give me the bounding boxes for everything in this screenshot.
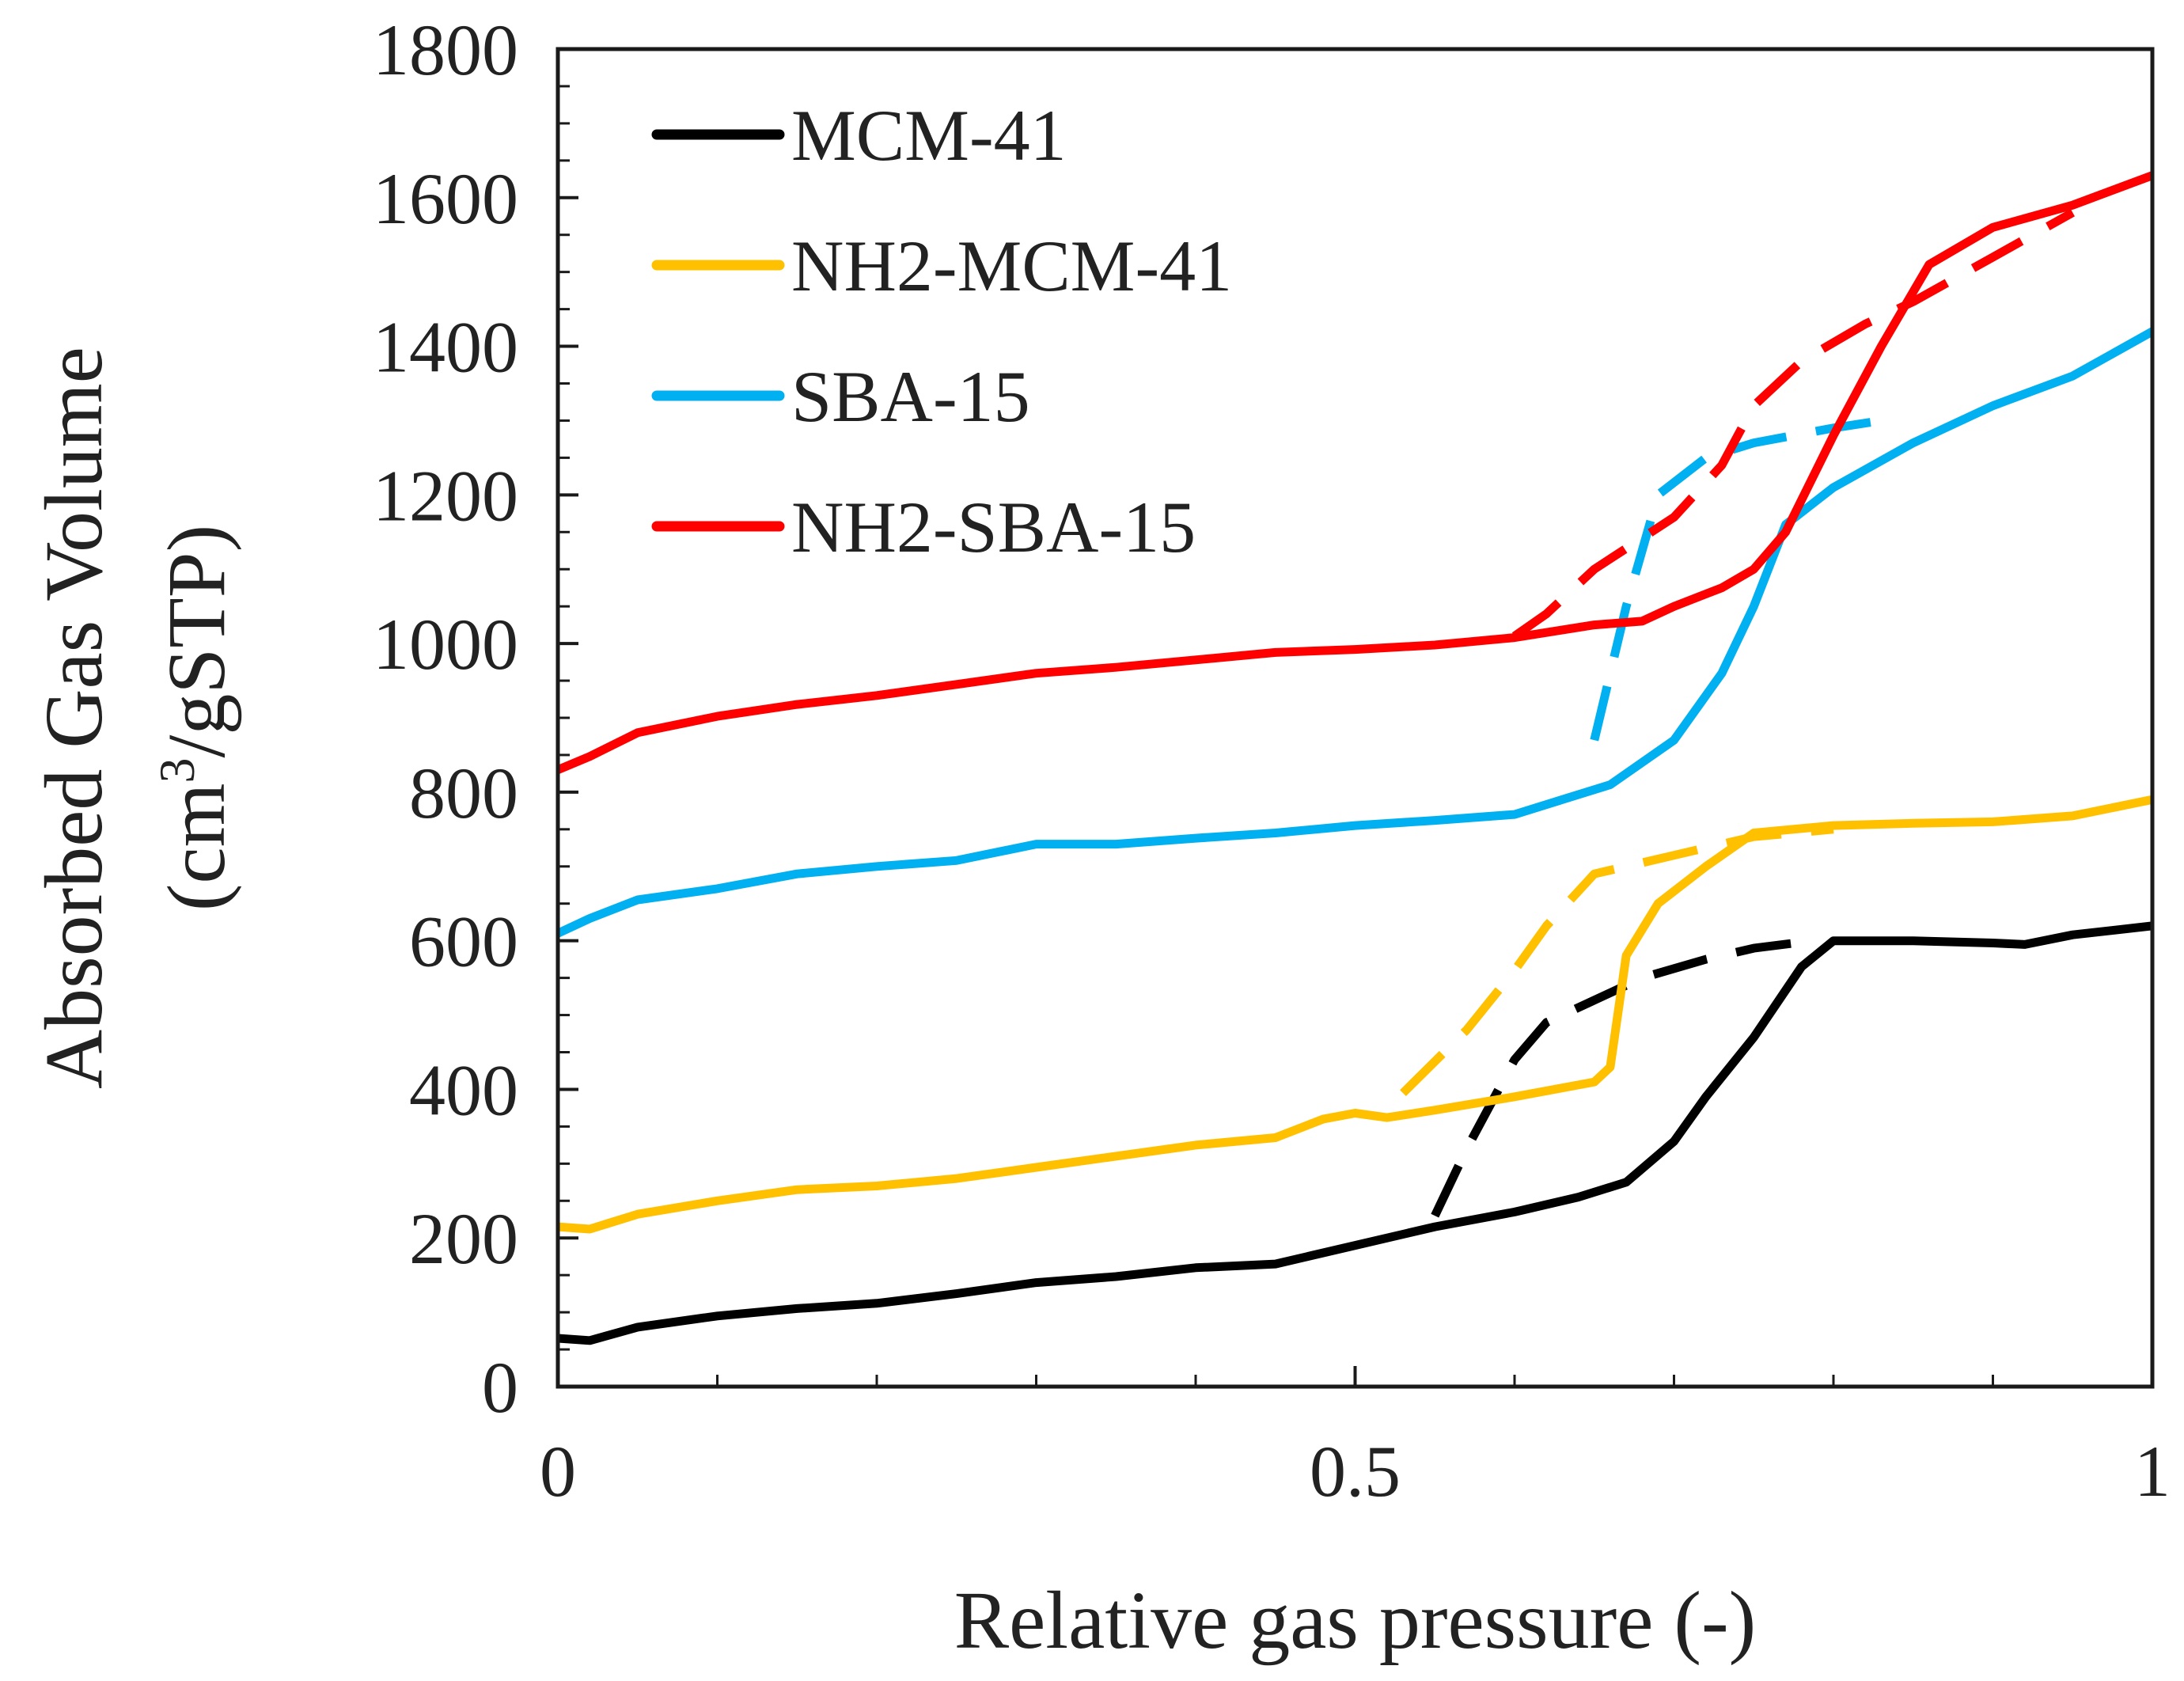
legend-label-nh2-sba-15: NH2-SBA-15 [791,487,1196,567]
tick-labels-layer: 0 200 400 600 800 1000 1200 1400 1600 1800 0 0.5 1 [373,9,2171,1512]
ticks-layer [558,47,1994,1388]
legend-label-sba-15: SBA-15 [791,356,1030,437]
legend-label-nh2-mcm-41: NH2-MCM-41 [791,226,1232,306]
y-tick-label: 1600 [373,158,518,239]
legend: MCM-41 NH2-MCM-41 SBA-15 NH2-SBA-15 [651,95,1232,567]
y-tick-label: 200 [409,1198,518,1279]
y-axis-title-line1: Absorbed Gas Volume [28,347,119,1089]
y-tick-label: 1000 [373,604,518,685]
y-axis-unit-suffix: /gSTP) [151,525,242,758]
series-nh2-mcm-41-desorption [1400,825,1834,1097]
x-tick-label: 1 [2134,1431,2171,1512]
y-tick-label: 400 [409,1049,518,1130]
y-axis-unit-superscript: 3 [149,758,205,784]
x-tick-label: 0 [540,1431,576,1512]
y-tick-label: 600 [409,901,518,982]
legend-label-mcm-41: MCM-41 [791,95,1067,176]
y-axis-unit-prefix: (cm [151,784,242,912]
x-tick-label: 0.5 [1310,1431,1401,1512]
series-mcm-41-desorption [1431,938,1803,1218]
series-nh2-mcm-41-adsorption [558,795,2152,1234]
series-mcm-41-adsorption [558,921,2152,1345]
y-tick-label: 1800 [373,9,518,90]
series-nh2-sba-15-desorption [1511,208,2075,640]
y-tick-label: 800 [409,753,518,833]
y-axis-title-line2: (cm3/gSTP) [149,525,242,911]
x-axis-title: Relative gas pressure (-) [954,1575,1757,1666]
series-nh2-sba-15-adsorption [558,171,2152,775]
y-tick-label: 1200 [373,455,518,536]
y-tick-label: 1400 [373,307,518,388]
y-tick-label: 0 [482,1347,518,1428]
series-layer [558,171,2152,1345]
series-sba-15-adsorption [558,327,2152,938]
